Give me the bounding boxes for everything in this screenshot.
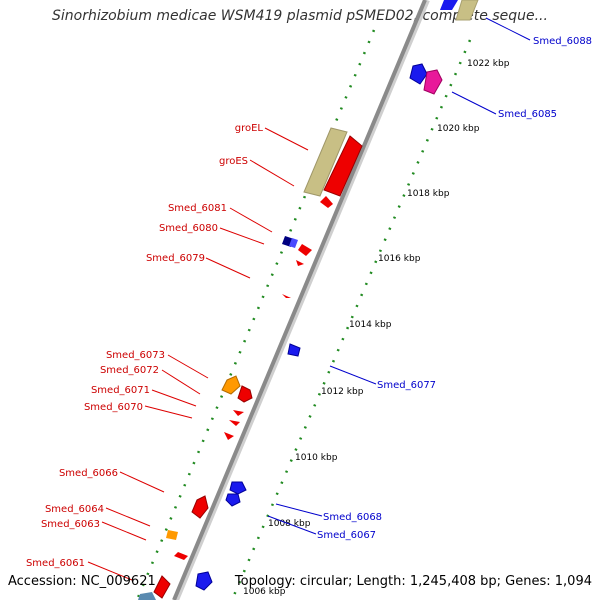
topology-text: Topology: circular; Length: 1,245,408 bp… <box>234 574 592 589</box>
gene-label-smed-6064: Smed_6064 <box>45 504 104 515</box>
gene-smed-6063 <box>174 552 188 560</box>
ruler-label: 1012 kbp <box>321 387 364 397</box>
gene-top-blue <box>440 0 458 10</box>
gene-smed-6068 <box>229 481 247 495</box>
gene-smed-6081b <box>289 238 298 248</box>
forward-gene-labels: groEL groES Smed_6081 Smed_6080 Smed_607… <box>26 123 263 569</box>
gene-label-smed-6088: Smed_6088 <box>533 36 592 47</box>
ruler-label: 1022 kbp <box>467 59 510 69</box>
gene-label-smed-6073: Smed_6073 <box>106 350 165 361</box>
gene-smed-6070b <box>224 432 234 440</box>
gene-top-khaki <box>455 0 479 21</box>
gene-label-smed-6063: Smed_6063 <box>41 519 100 530</box>
gene-bottom-red <box>153 575 171 599</box>
gene-bottom-steel <box>138 592 156 600</box>
gene-features <box>138 0 479 600</box>
gene-smed-6067 <box>225 493 241 507</box>
ruler-label: 1014 kbp <box>349 320 392 330</box>
gene-label-smed-6079: Smed_6079 <box>146 253 205 264</box>
gene-smed-6073 <box>221 375 241 395</box>
gene-smed-6064 <box>166 530 178 540</box>
gene-label-smed-6070: Smed_6070 <box>84 402 143 413</box>
gene-label-smed-6077: Smed_6077 <box>377 380 436 391</box>
gene-label-smed-6061: Smed_6061 <box>26 558 85 569</box>
gene-smed-6080 <box>298 244 312 256</box>
gene-groel <box>303 127 348 197</box>
gene-label-smed-6072: Smed_6072 <box>100 365 159 376</box>
gene-smed-6085-magenta <box>423 69 443 95</box>
gene-label-smed-6067: Smed_6067 <box>317 530 376 541</box>
ruler-label: 1010 kbp <box>295 453 338 463</box>
ruler-label: 1020 kbp <box>437 124 480 134</box>
gene-label-groel: groEL <box>235 123 264 134</box>
gene-label-smed-6066: Smed_6066 <box>59 468 118 479</box>
gene-smed-6077 <box>287 343 301 357</box>
forward-label-lines <box>87 127 309 581</box>
gene-label-smed-6080: Smed_6080 <box>159 223 218 234</box>
ruler-label: 1018 kbp <box>407 189 450 199</box>
gene-label-smed-6071: Smed_6071 <box>91 385 150 396</box>
ruler-label: 1006 kbp <box>243 587 286 597</box>
reverse-gene-labels: Smed_6088 Smed_6085 Smed_6077 Smed_6068 … <box>317 36 592 541</box>
accession-text: Accession: NC_009621 <box>8 574 156 589</box>
gene-groes <box>323 135 363 197</box>
gene-smed-6079b <box>282 294 291 298</box>
gene-smed-6066 <box>191 495 209 519</box>
gene-bottom-blue <box>195 571 213 591</box>
gene-smed-6079a <box>296 260 304 266</box>
gene-smed-6072 <box>237 385 253 403</box>
gene-smed-6070a <box>229 420 240 426</box>
gene-label-groes: groES <box>219 156 248 167</box>
gene-smed-6085-blue <box>409 63 428 85</box>
reverse-label-lines <box>267 17 531 535</box>
gene-label-smed-6085: Smed_6085 <box>498 109 557 120</box>
gene-label-smed-6068: Smed_6068 <box>323 512 382 523</box>
backbone <box>172 0 427 600</box>
gene-smed-6071 <box>233 410 244 416</box>
ruler-label: 1016 kbp <box>378 254 421 264</box>
gene-label-smed-6081: Smed_6081 <box>168 203 227 214</box>
gene-red-small-top <box>320 196 333 208</box>
